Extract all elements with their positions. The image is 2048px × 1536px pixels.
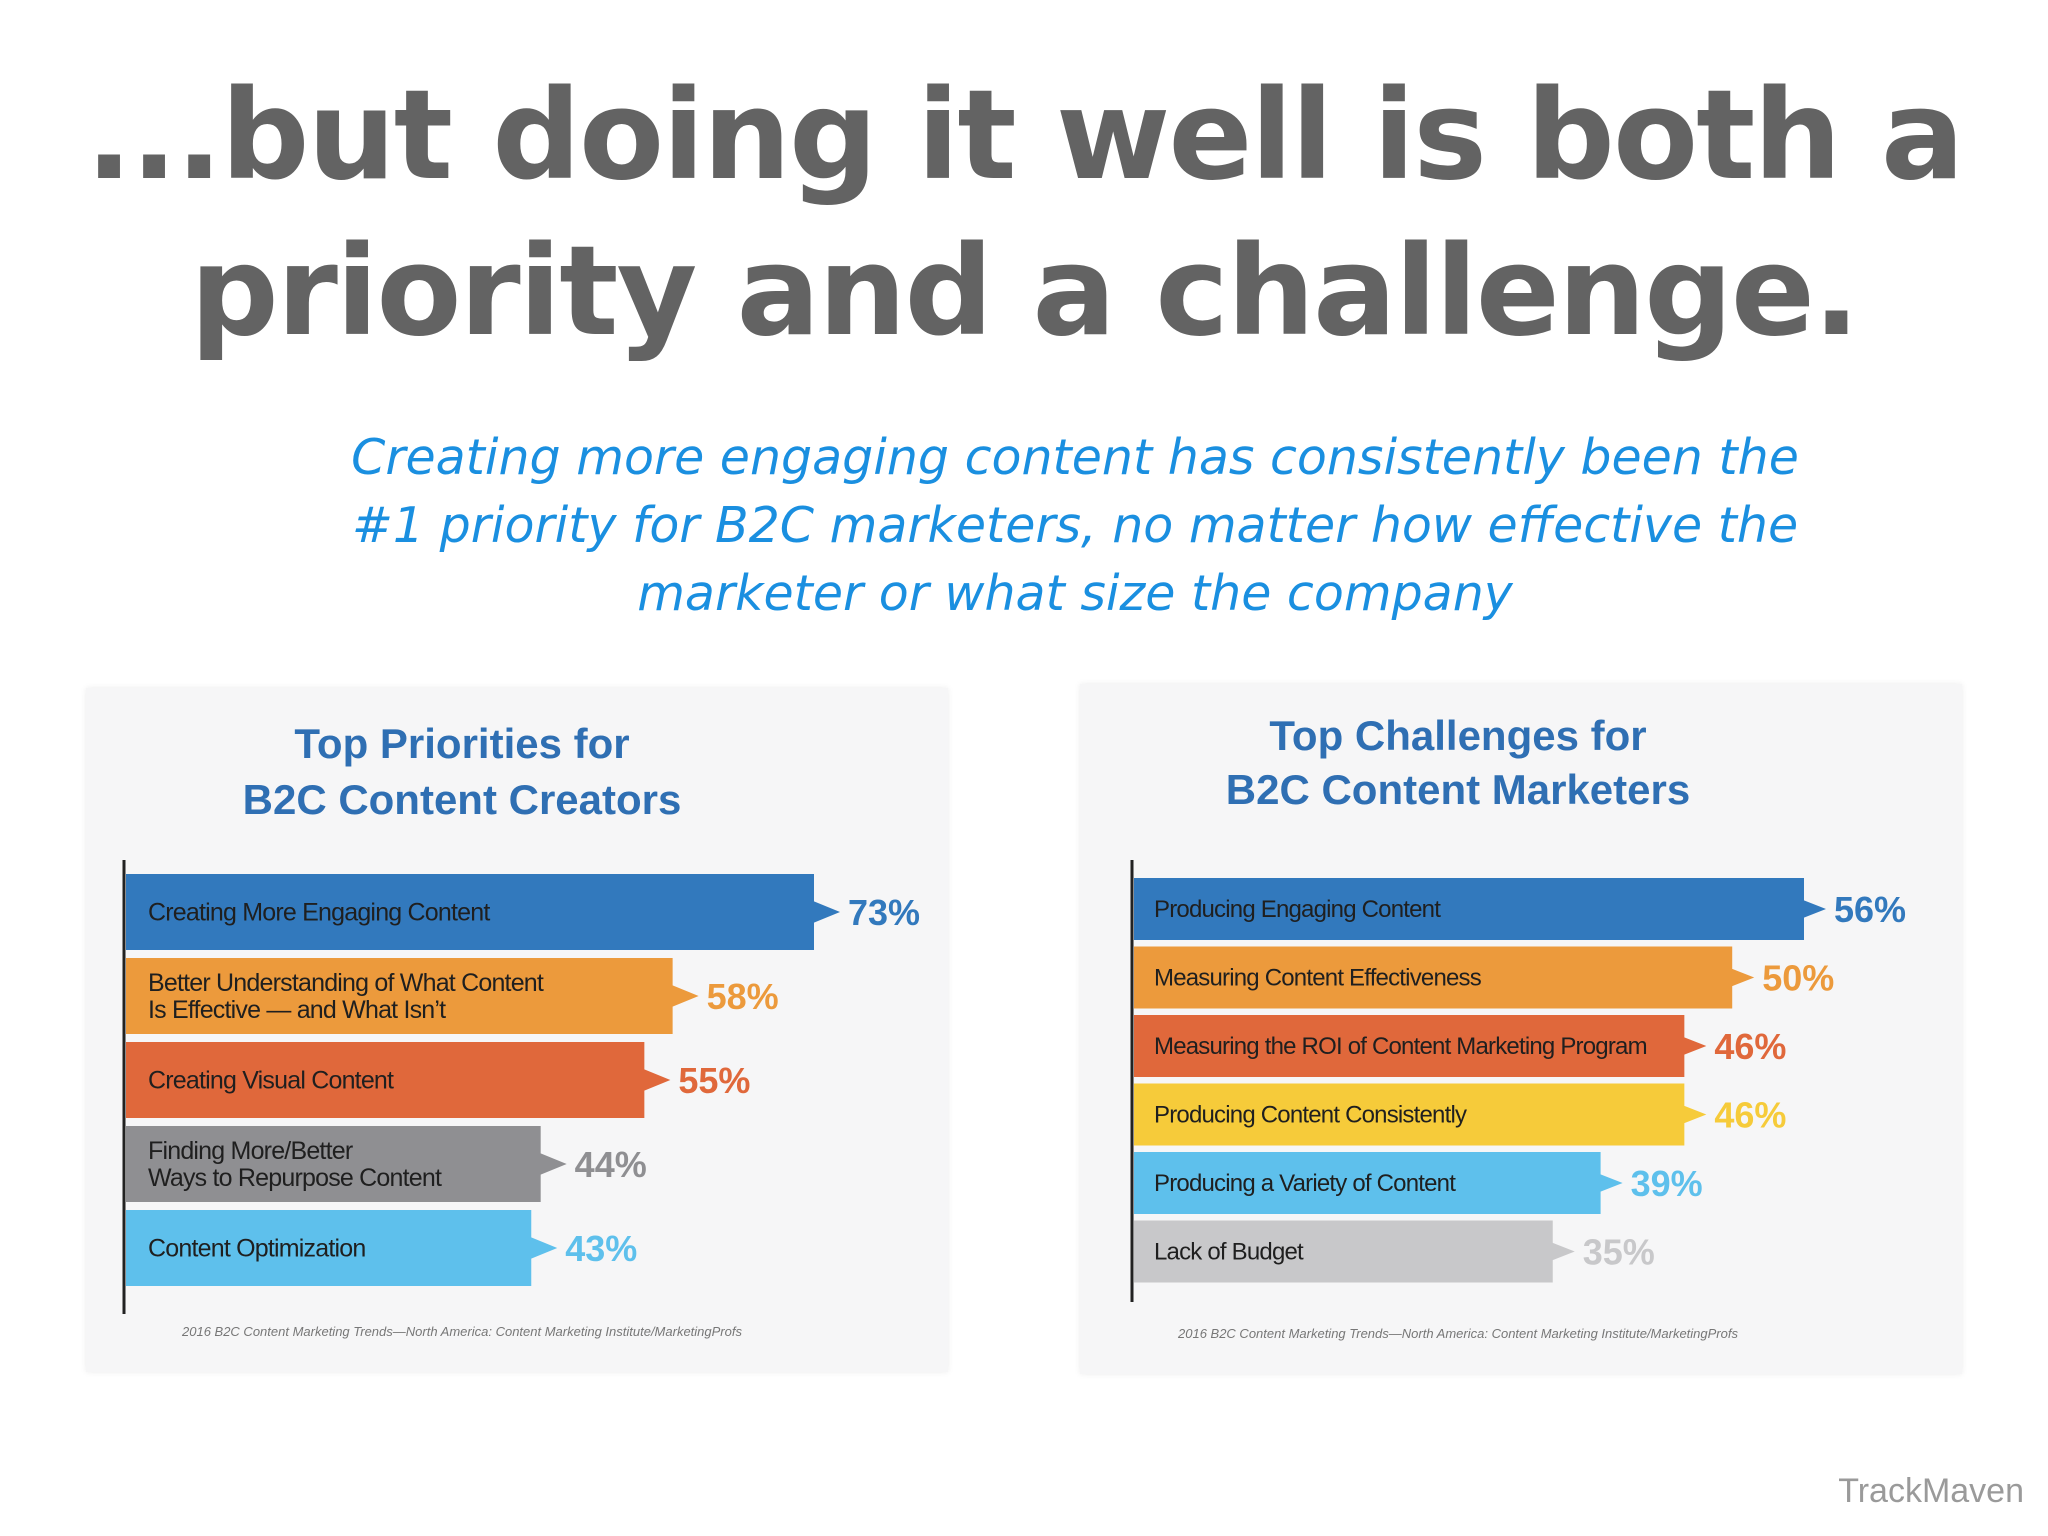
chart-source-note: 2016 B2C Content Marketing Trends—North … — [1177, 1326, 1738, 1341]
headline-line-2: priority and a challenge. — [189, 220, 1860, 364]
subtitle: Creating more engaging content has consi… — [330, 424, 1820, 628]
bar-label-2: Measuring Content Effectiveness — [1154, 965, 1482, 992]
bar-5 — [126, 1210, 558, 1286]
bar-label-3: Measuring the ROI of Content Marketing P… — [1154, 1033, 1647, 1060]
bar-value-3: 46% — [1714, 1026, 1786, 1067]
bar-value-5: 43% — [565, 1228, 637, 1269]
bar-1 — [1134, 878, 1826, 940]
bar-label-5: Content Optimization — [148, 1235, 365, 1263]
bar-value-4: 46% — [1714, 1094, 1786, 1135]
chart-title-line-1: Top Challenges for — [1269, 712, 1646, 759]
bar-label-4: Producing Content Consistently — [1154, 1102, 1467, 1129]
bar-1 — [126, 874, 840, 950]
bar-value-6: 35% — [1583, 1231, 1655, 1272]
chart-title-line-1: Top Priorities for — [294, 720, 629, 767]
bar-label-3: Creating Visual Content — [148, 1067, 394, 1095]
bar-3 — [1134, 1015, 1707, 1077]
bar-5 — [1134, 1152, 1623, 1214]
bar-label-1: Producing Engaging Content — [1154, 896, 1441, 923]
bar-2 — [126, 958, 699, 1034]
subtitle-line-1: Creating more engaging content has consi… — [351, 429, 1799, 486]
bar-label-5: Producing a Variety of Content — [1154, 1170, 1456, 1197]
priorities-chart-panel: Top Priorities for B2C Content Creators Cr… — [86, 688, 948, 1372]
bar-2 — [1134, 946, 1755, 1009]
subtitle-line-2: #1 priority for B2C marketers, no matter… — [351, 497, 1799, 554]
subtitle-line-3: marketer or what size the company — [637, 565, 1513, 622]
bar-3 — [126, 1042, 671, 1118]
bar-6 — [1134, 1220, 1575, 1283]
bar-value-4: 44% — [575, 1144, 647, 1185]
chart-title-line-2: B2C Content Creators — [243, 776, 682, 823]
challenges-chart-panel: Top Challenges for B2C Content Marketers P… — [1080, 684, 1962, 1374]
headline-line-1: ...but doing it well is both a — [85, 64, 1964, 208]
trackmaven-watermark: TrackMaven — [1838, 1472, 2024, 1510]
bar-value-1: 73% — [848, 892, 920, 933]
bar-value-3: 55% — [678, 1060, 750, 1101]
bar-label-4: Finding More/Better Ways to Repurpose Con… — [148, 1137, 442, 1192]
bar-label-6: Lack of Budget — [1154, 1239, 1304, 1266]
challenges-chart: Top Challenges for B2C Content Marketers P… — [1130, 712, 1906, 1341]
bar-label-1: Creating More Engaging Content — [148, 899, 490, 927]
chart-source-note: 2016 B2C Content Marketing Trends—North … — [181, 1324, 742, 1339]
bar-value-5: 39% — [1631, 1163, 1703, 1204]
bar-value-1: 56% — [1834, 889, 1906, 930]
bar-4 — [1134, 1083, 1707, 1146]
bar-label-2: Better Understanding of What Content Is E… — [148, 969, 544, 1024]
bar-value-2: 50% — [1762, 957, 1834, 998]
priorities-chart: Top Priorities for B2C Content Creators Cr… — [122, 720, 920, 1339]
bar-value-2: 58% — [707, 976, 779, 1017]
headline: ...but doing it well is both a priority … — [0, 58, 2048, 370]
chart-title-line-2: B2C Content Marketers — [1226, 766, 1690, 813]
bar-4 — [126, 1126, 567, 1202]
